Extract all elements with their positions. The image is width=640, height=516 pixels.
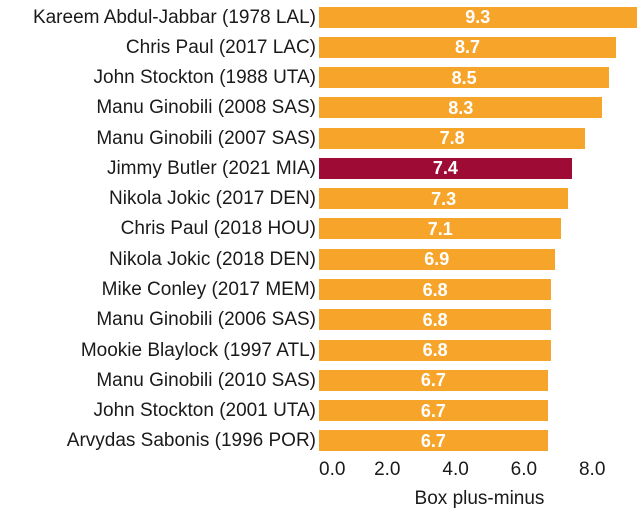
bar-area: 6.8	[319, 305, 640, 335]
bar: 7.1	[319, 218, 562, 240]
bar-area: 7.4	[319, 153, 640, 183]
bar-value: 7.1	[427, 218, 453, 239]
x-axis-tick: 6.0	[510, 459, 538, 480]
bar-value: 8.5	[451, 67, 477, 88]
bar-value: 6.7	[420, 400, 446, 421]
row-label: Mike Conley (2017 MEM)	[101, 279, 316, 301]
row-label: Nikola Jokic (2017 DEN)	[109, 188, 316, 210]
bar-area: 8.3	[319, 93, 640, 123]
bar-value: 6.9	[424, 249, 450, 270]
bar-value: 9.3	[465, 7, 491, 28]
chart-row: Manu Ginobili (2008 SAS) 8.3	[0, 93, 640, 123]
x-axis-title: Box plus-minus	[414, 488, 545, 509]
x-axis: 0.0 2.0 4.0 6.0 8.0	[319, 456, 640, 484]
bar: 9.3	[319, 6, 637, 28]
bar-value: 6.7	[420, 430, 446, 451]
bar: 7.8	[319, 127, 586, 149]
bar: 6.7	[319, 430, 548, 452]
bar: 6.9	[319, 248, 555, 270]
chart-row: Mookie Blaylock (1997 ATL) 6.8	[0, 335, 640, 365]
chart-row: Mike Conley (2017 MEM) 6.8	[0, 274, 640, 304]
chart-row: John Stockton (1988 UTA) 8.5	[0, 63, 640, 93]
row-label: Kareem Abdul-Jabbar (1978 LAL)	[32, 6, 316, 28]
row-label: John Stockton (1988 UTA)	[93, 67, 316, 89]
chart-row: Chris Paul (2017 LAC) 8.7	[0, 32, 640, 62]
bar-value: 8.3	[448, 97, 474, 118]
bar-value: 6.7	[420, 370, 446, 391]
row-label: Arvydas Sabonis (1996 POR)	[66, 430, 316, 452]
bar-area: 8.7	[319, 32, 640, 62]
bar-value: 6.8	[422, 309, 448, 330]
x-axis-tick: 8.0	[578, 459, 606, 480]
chart-row: Kareem Abdul-Jabbar (1978 LAL) 9.3	[0, 2, 640, 32]
bar-value: 6.8	[422, 340, 448, 361]
chart-row: Manu Ginobili (2006 SAS) 6.8	[0, 305, 640, 335]
bar: 6.7	[319, 400, 548, 422]
bar-area: 8.5	[319, 63, 640, 93]
row-label: Chris Paul (2018 HOU)	[120, 218, 316, 240]
bar-area: 7.8	[319, 123, 640, 153]
chart-row: Arvydas Sabonis (1996 POR) 6.7	[0, 426, 640, 456]
bar-area: 6.8	[319, 335, 640, 365]
bar: 8.5	[319, 67, 610, 89]
row-label: Nikola Jokic (2018 DEN)	[109, 248, 316, 270]
bar-value: 7.4	[432, 158, 458, 179]
bar-value: 7.8	[439, 128, 465, 149]
bar-area: 6.8	[319, 274, 640, 304]
row-label: Manu Ginobili (2007 SAS)	[96, 127, 316, 149]
bar-value: 8.7	[455, 37, 481, 58]
bar-value: 6.8	[422, 279, 448, 300]
bar: 7.3	[319, 188, 569, 210]
chart-row: Manu Ginobili (2010 SAS) 6.7	[0, 365, 640, 395]
chart-rows: Kareem Abdul-Jabbar (1978 LAL) 9.3 Chris…	[0, 2, 640, 456]
chart-row: Nikola Jokic (2018 DEN) 6.9	[0, 244, 640, 274]
x-axis-tick: 4.0	[442, 459, 469, 480]
bar: 7.4	[319, 157, 572, 179]
row-label: Mookie Blaylock (1997 ATL)	[80, 339, 316, 361]
bar: 8.7	[319, 36, 617, 58]
bar: 6.7	[319, 369, 548, 391]
bar-area: 6.7	[319, 426, 640, 456]
row-label: Manu Ginobili (2010 SAS)	[96, 369, 316, 391]
row-label: John Stockton (2001 UTA)	[93, 400, 316, 422]
bar-area: 6.7	[319, 395, 640, 425]
bar-area: 9.3	[319, 2, 640, 32]
row-label: Manu Ginobili (2006 SAS)	[96, 309, 316, 331]
bar-value: 7.3	[431, 188, 457, 209]
chart-row: Chris Paul (2018 HOU) 7.1	[0, 214, 640, 244]
chart-row: Nikola Jokic (2017 DEN) 7.3	[0, 184, 640, 214]
bar: 8.3	[319, 97, 603, 119]
x-axis-tick: 2.0	[374, 459, 401, 480]
chart-row: John Stockton (2001 UTA) 6.7	[0, 395, 640, 425]
row-label: Manu Ginobili (2008 SAS)	[96, 97, 316, 119]
row-label: Jimmy Butler (2021 MIA)	[106, 157, 316, 179]
bar-area: 6.9	[319, 244, 640, 274]
row-label: Chris Paul (2017 LAC)	[125, 36, 316, 58]
chart-row: Jimmy Butler (2021 MIA) 7.4	[0, 153, 640, 183]
bar: 6.8	[319, 309, 552, 331]
bar: 6.8	[319, 339, 552, 361]
chart-row: Manu Ginobili (2007 SAS) 7.8	[0, 123, 640, 153]
bar: 6.8	[319, 279, 552, 301]
bar-area: 7.1	[319, 214, 640, 244]
bar-area: 7.3	[319, 184, 640, 214]
bar-area: 6.7	[319, 365, 640, 395]
x-axis-tick: 0.0	[319, 459, 346, 480]
